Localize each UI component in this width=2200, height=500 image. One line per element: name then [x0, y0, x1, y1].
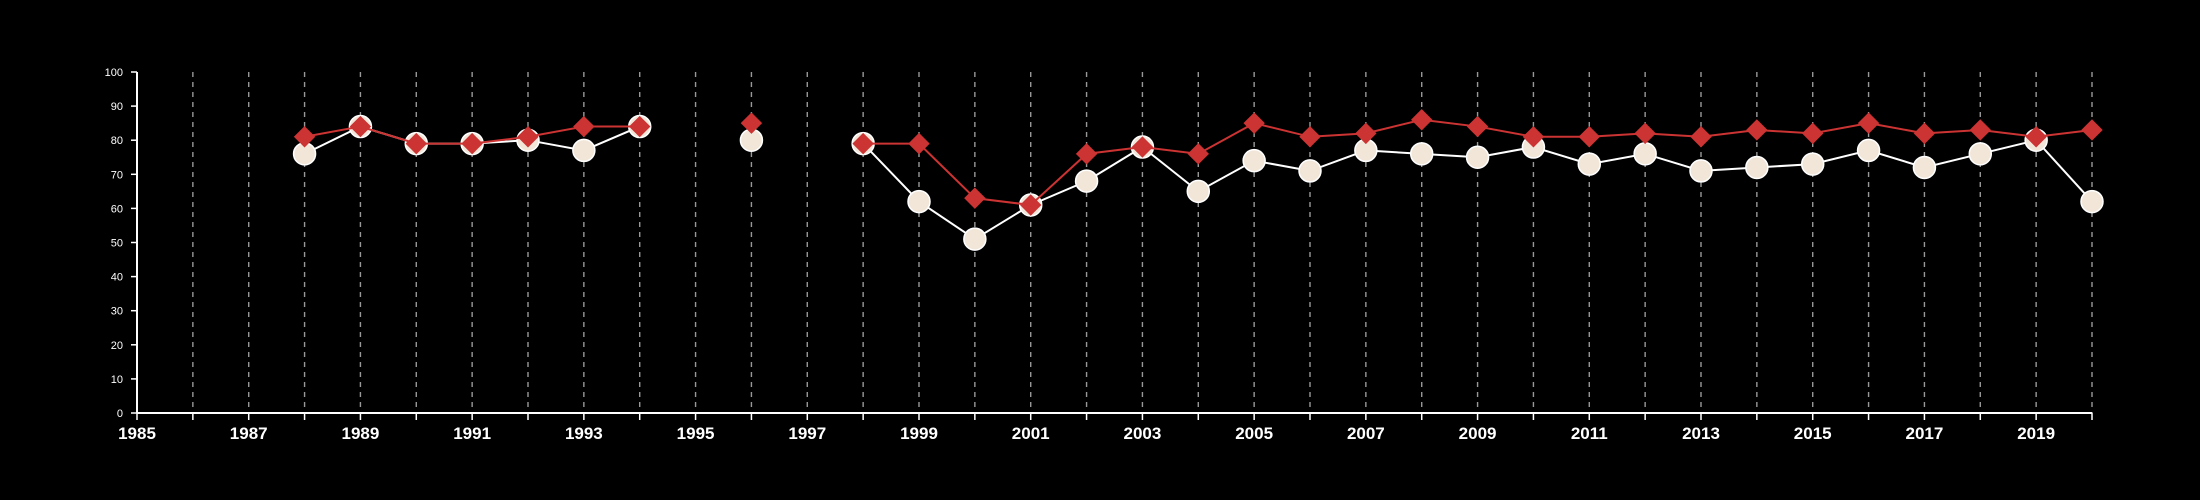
data-point — [1745, 155, 1769, 180]
data-point — [908, 132, 930, 155]
data-point — [907, 189, 931, 214]
data-point — [1968, 142, 1993, 166]
series-2 — [293, 109, 2103, 216]
data-point — [573, 115, 595, 138]
data-point — [1800, 152, 1825, 176]
data-point — [1075, 143, 1098, 165]
y-tick-label: 0 — [117, 408, 123, 420]
data-point — [1466, 115, 1489, 138]
axes: 0 10 20 30 40 50 60 70 80 90 100 1985 1987 1989 1991 19… — [105, 67, 2093, 443]
data-point — [1411, 109, 1433, 131]
x-tick-label: 2015 — [1794, 424, 1832, 443]
data-point — [1074, 169, 1099, 193]
data-point — [1298, 159, 1322, 183]
data-point — [629, 115, 651, 138]
data-point — [349, 115, 372, 138]
data-point — [1131, 136, 1154, 158]
x-tick-label: 2019 — [2017, 424, 2055, 443]
x-tick-label: 2011 — [1571, 424, 1608, 443]
data-point — [1522, 126, 1545, 148]
y-tick-label: 30 — [111, 306, 123, 318]
data-point — [1409, 142, 1434, 166]
data-point — [1856, 138, 1881, 163]
data-point — [572, 138, 596, 163]
data-point — [1690, 126, 1712, 148]
series-group — [292, 109, 2104, 251]
x-tick-label: 2007 — [1347, 424, 1385, 443]
y-tick-label: 20 — [111, 340, 123, 352]
y-tick-label: 60 — [111, 203, 123, 215]
data-point — [2080, 189, 2104, 214]
x-tick-label: 2003 — [1124, 424, 1162, 443]
data-point — [1187, 143, 1209, 165]
data-point — [1242, 148, 1266, 173]
y-tick-label: 50 — [111, 238, 123, 250]
x-tick-label: 2001 — [1012, 424, 1050, 443]
y-tick-label: 40 — [111, 272, 123, 284]
data-point — [405, 132, 427, 155]
data-point — [963, 227, 987, 251]
data-point — [2081, 119, 2103, 141]
data-point — [1355, 122, 1377, 145]
data-point — [1634, 122, 1656, 145]
data-point — [293, 126, 316, 148]
gridlines — [192, 72, 2093, 413]
x-tick-label: 1993 — [565, 424, 603, 443]
data-point — [1969, 119, 1991, 141]
data-point — [1857, 112, 1880, 134]
data-point — [1746, 119, 1768, 141]
x-tick-label: 1997 — [788, 424, 826, 443]
y-tick-label: 10 — [111, 374, 123, 386]
x-tick-label: 1999 — [900, 424, 938, 443]
data-point — [1465, 145, 1490, 169]
x-tick-label: 1987 — [230, 424, 268, 443]
data-point — [1020, 194, 1042, 216]
x-tick-label: 2013 — [1682, 424, 1720, 443]
x-tick-label: 1989 — [342, 424, 380, 443]
x-tick-label: 2017 — [1906, 424, 1944, 443]
y-tick-label: 80 — [111, 135, 123, 147]
y-tick-label: 100 — [105, 67, 123, 79]
x-tick-label: 2009 — [1459, 424, 1497, 443]
data-point — [1243, 112, 1265, 134]
data-point — [1186, 179, 1211, 204]
data-point — [740, 112, 763, 134]
data-point — [517, 126, 539, 148]
x-tick-label: 1995 — [677, 424, 715, 443]
data-point — [1689, 159, 1713, 183]
y-tick-label: 70 — [111, 169, 123, 181]
data-point — [1633, 142, 1657, 166]
data-point — [964, 187, 986, 209]
x-tick-label: 2005 — [1235, 424, 1273, 443]
data-point — [1802, 122, 1824, 145]
data-point — [461, 132, 483, 155]
data-point — [1912, 155, 1937, 180]
data-point — [852, 132, 874, 155]
x-tick-label: 1985 — [118, 424, 156, 443]
x-tick-label: 1991 — [453, 424, 491, 443]
data-point — [1299, 126, 1321, 148]
data-point — [1913, 122, 1936, 145]
data-point — [1578, 126, 1600, 148]
data-point — [2025, 126, 2047, 148]
data-point — [1577, 152, 1602, 176]
y-tick-label: 90 — [111, 101, 123, 113]
